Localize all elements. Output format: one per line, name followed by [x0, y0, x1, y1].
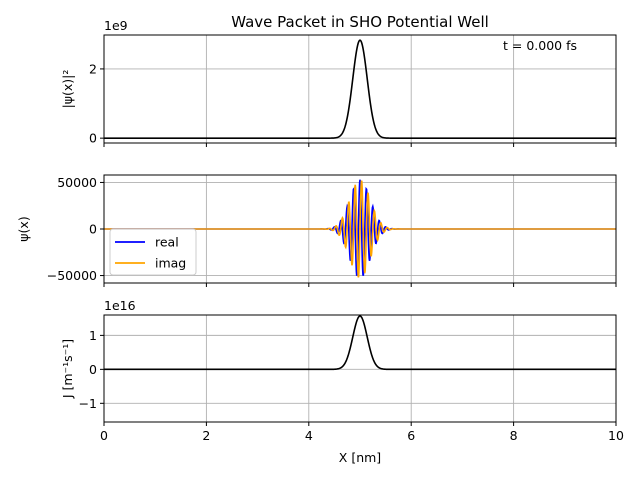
y-tick-label: 0 — [89, 362, 97, 377]
panel-1: 0 2 |ψ(x)|² 1e9 t = 0.000 fs — [60, 18, 617, 147]
y-tick-label: 0 — [89, 131, 97, 146]
y-tick-label: 0 — [89, 222, 97, 237]
chart-title: Wave Packet in SHO Potential Well — [231, 13, 489, 31]
x-tick-label: 10 — [608, 428, 624, 443]
y-axis-label: J [m⁻¹s⁻¹] — [60, 339, 75, 399]
x-tick-label: 0 — [100, 428, 108, 443]
y-tick-label: −1 — [79, 396, 97, 411]
legend: real imag — [109, 228, 197, 276]
y-tick-label: 1 — [89, 328, 97, 343]
time-annotation: t = 0.000 fs — [503, 38, 577, 53]
panel-2: −50000 0 50000 ψ(x) real imag — [16, 174, 617, 287]
panel-3: 0 2 4 6 8 10 −1 0 1 J [m⁻¹s⁻¹] 1e16 X [nm] — [60, 298, 624, 465]
x-tick-label: 4 — [305, 428, 313, 443]
axis-scale-label: 1e9 — [104, 18, 128, 33]
x-tick-label: 8 — [510, 428, 518, 443]
series-density — [104, 39, 616, 139]
axis-scale-label: 1e16 — [104, 298, 136, 313]
legend-label-real: real — [155, 235, 179, 250]
series-current — [104, 315, 616, 371]
y-tick-label: −50000 — [47, 268, 97, 283]
y-tick-label: 2 — [89, 61, 97, 76]
y-tick-label: 50000 — [57, 175, 97, 190]
axes-frame — [103, 314, 617, 423]
axes-frame — [103, 34, 617, 144]
x-tick-label: 2 — [202, 428, 210, 443]
x-axis-label: X [nm] — [339, 450, 381, 465]
x-tick-label: 6 — [407, 428, 415, 443]
y-axis-label: ψ(x) — [16, 216, 31, 241]
y-axis-label: |ψ(x)|² — [60, 70, 75, 109]
legend-label-imag: imag — [155, 256, 186, 271]
